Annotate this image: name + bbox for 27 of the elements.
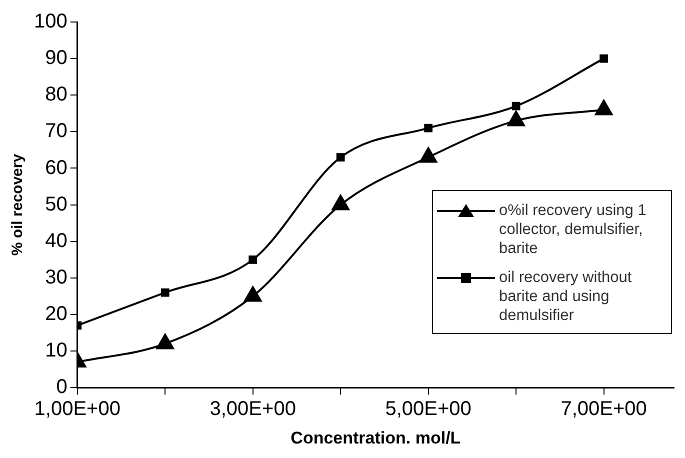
x-tick-label: 3,00E+00: [210, 398, 296, 420]
y-tick-label: 90: [45, 47, 68, 70]
x-tick-label: 5,00E+00: [385, 398, 472, 420]
point: [424, 124, 433, 132]
point: [248, 255, 258, 264]
point: [600, 54, 608, 63]
y-tick-label: 40: [45, 230, 68, 252]
x-tick-label: 7,00E+00: [560, 398, 647, 420]
point: [156, 334, 174, 350]
y-tick-label: 0: [56, 376, 68, 398]
point: [332, 194, 350, 210]
legend-label: o%il recovery using 1 collector, demulsifier, barite: [499, 201, 648, 258]
point: [512, 102, 520, 110]
y-tick-label: 50: [45, 193, 68, 216]
x-axis-title: Concentration. mol/L: [290, 428, 461, 448]
legend-label: oil recovery without barite and using demulsifier: [499, 268, 633, 325]
y-tick-label: 70: [45, 120, 68, 142]
y-tick-label: 20: [45, 302, 68, 325]
point: [336, 153, 345, 162]
y-tick-label: 10: [45, 340, 68, 362]
y-tick-label: 60: [45, 156, 68, 179]
y-axis-title: % oil recovery: [9, 153, 26, 256]
x-tick-label: 1,00E+00: [34, 398, 120, 420]
point: [244, 286, 262, 302]
y-tick-label: 80: [45, 84, 68, 106]
y-tick-label: 100: [34, 10, 68, 33]
y-tick-label: 30: [45, 266, 68, 288]
